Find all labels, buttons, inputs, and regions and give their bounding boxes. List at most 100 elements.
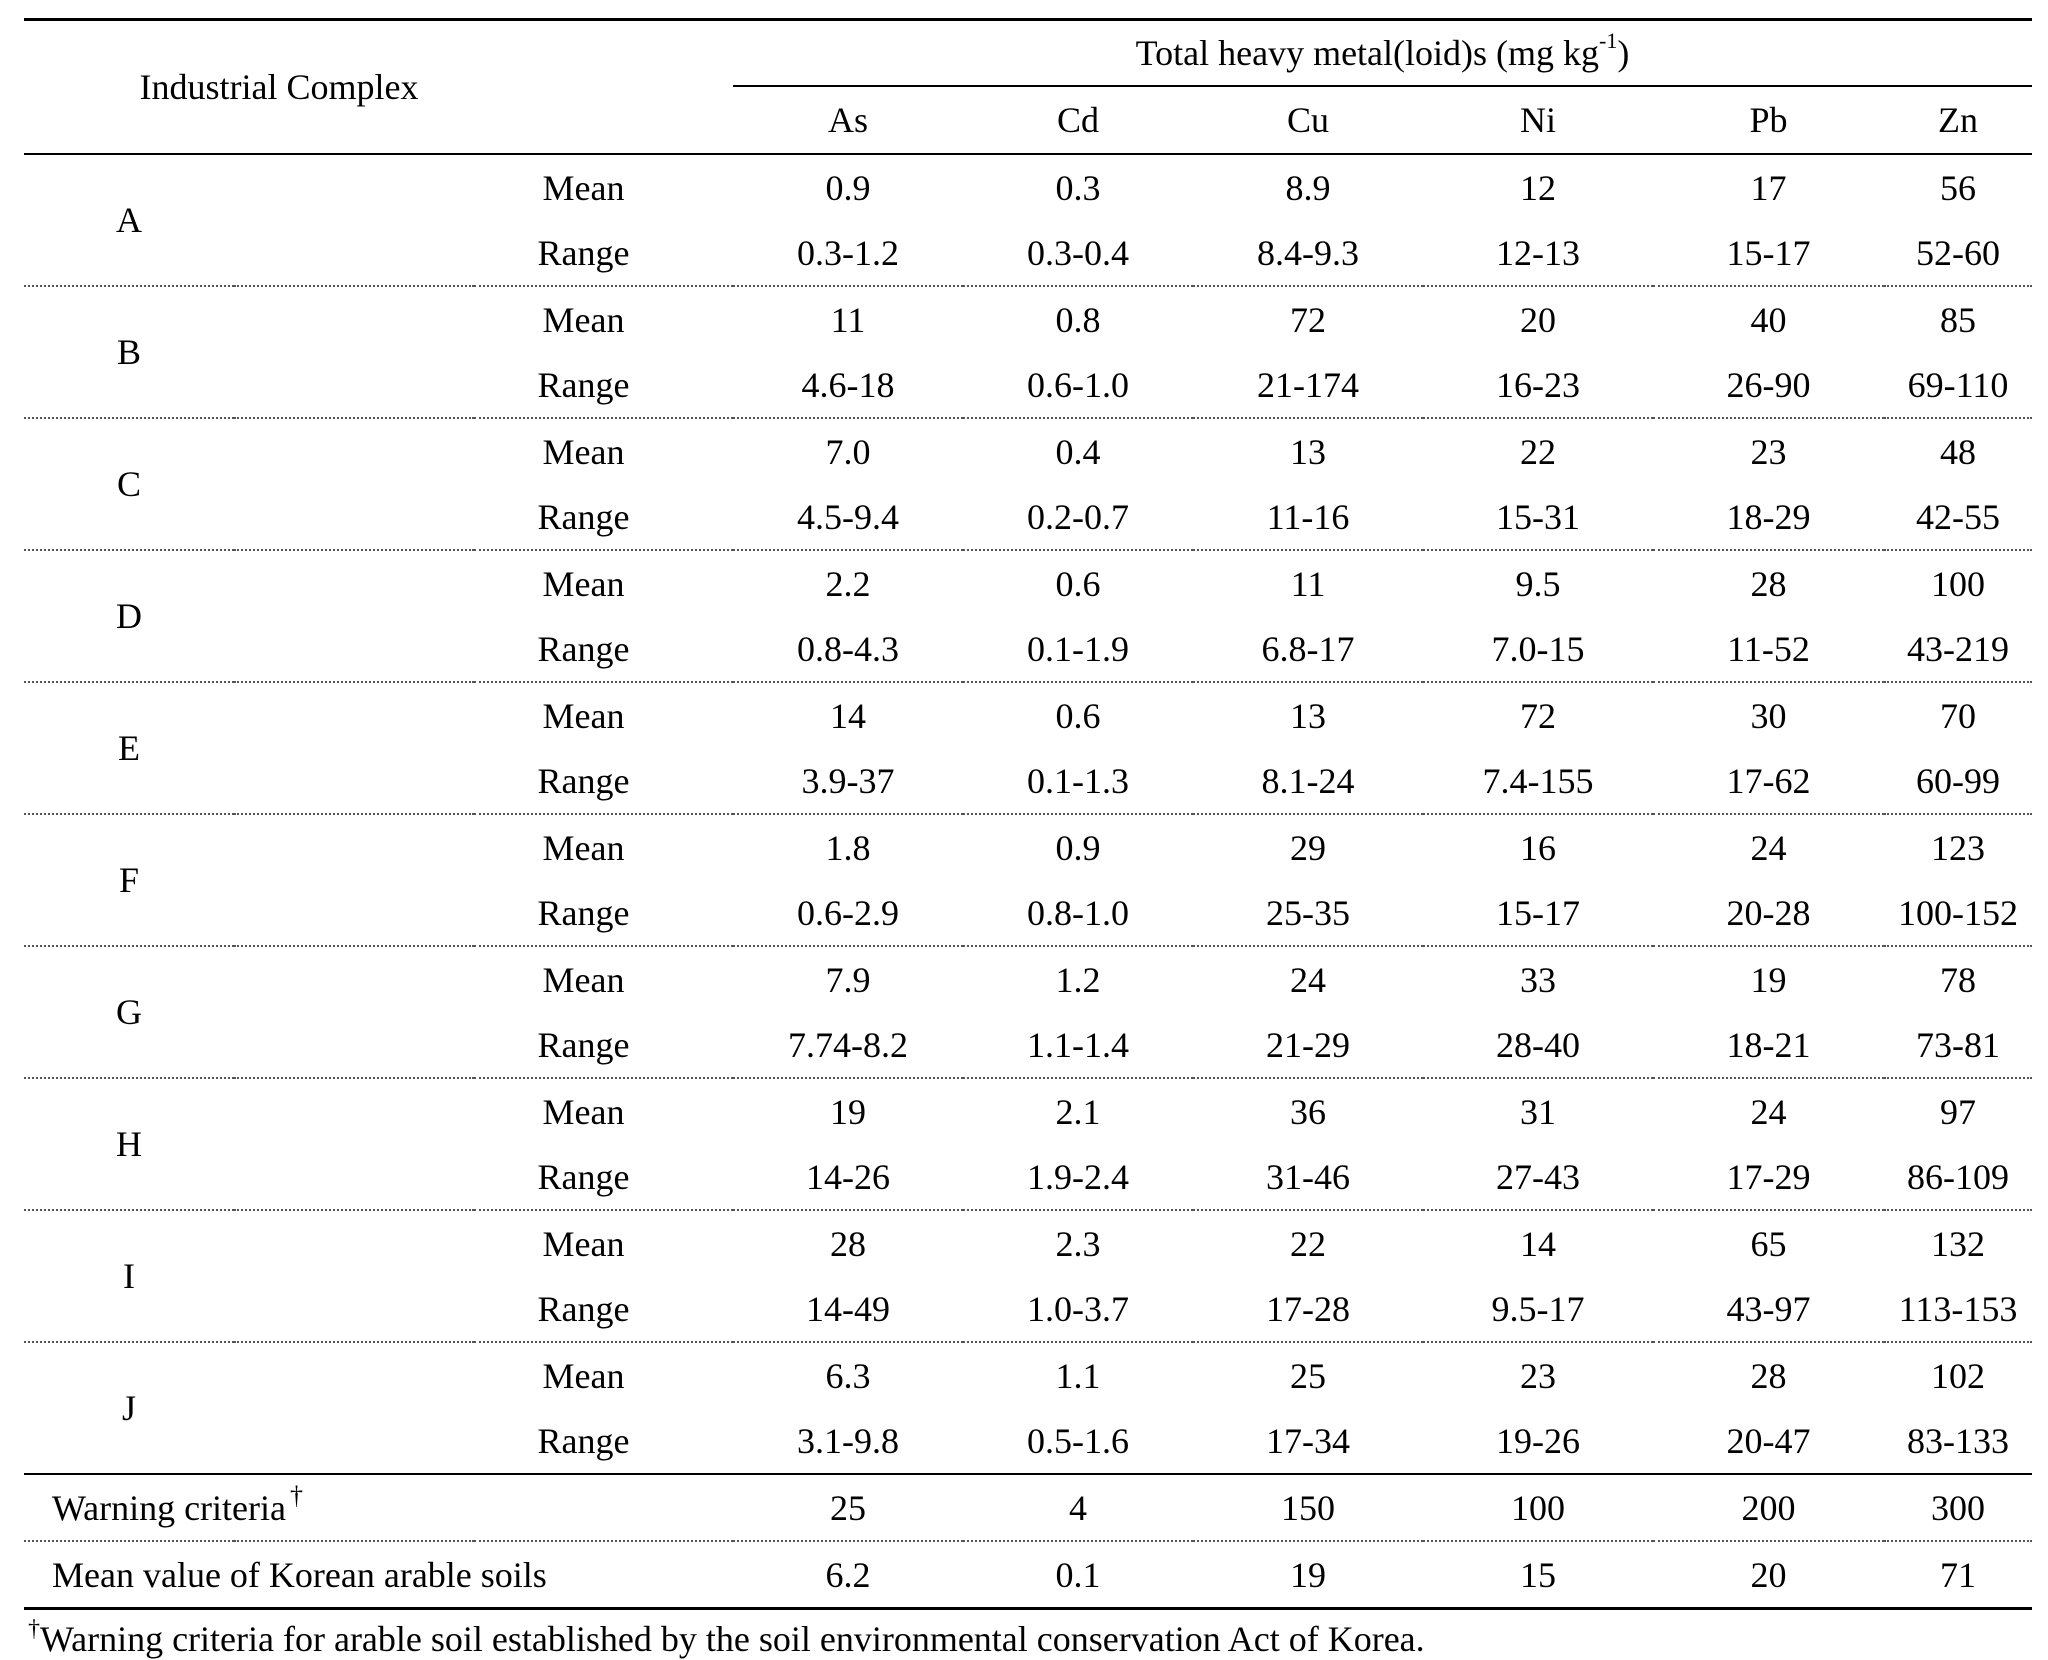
mean-label: Mean	[234, 285, 733, 352]
range-label: Range	[537, 1420, 630, 1461]
mean-b-zn: 85	[1884, 285, 2032, 352]
range-j-ni: 19-26	[1496, 1420, 1580, 1461]
site-label-j: J	[24, 1341, 234, 1474]
mean-f-zn: 123	[1884, 813, 2032, 880]
mean-j-cu: 25	[1193, 1341, 1423, 1408]
range-row-g: Range 7.74-8.2 1.1-1.4 21-29 28-40 18-21 73-81	[24, 1012, 2032, 1078]
mean-d-cd: 0.6	[963, 549, 1193, 616]
range-e-cd: 0.1-1.3	[1027, 760, 1129, 801]
range-g-cd: 1.1-1.4	[1027, 1024, 1129, 1065]
table-footnote: †Warning criteria for arable soil establ…	[24, 1616, 2032, 1660]
korean-mean-zn: 71	[1884, 1540, 2032, 1610]
range-row-e: Range 3.9-37 0.1-1.3 8.1-24 7.4-155 17-62 60-9…	[24, 748, 2032, 814]
mean-h-as: 19	[733, 1077, 963, 1144]
footnote-dagger: †	[28, 1616, 40, 1642]
range-b-cd: 0.6-1.0	[1027, 364, 1129, 405]
range-h-cd: 1.9-2.4	[1027, 1156, 1129, 1197]
warning-pb: 200	[1653, 1473, 1884, 1541]
range-j-as: 3.1-9.8	[797, 1420, 899, 1461]
mean-j-pb: 28	[1653, 1341, 1884, 1408]
range-a-zn: 52-60	[1916, 232, 2000, 273]
range-b-as: 4.6-18	[801, 364, 895, 405]
range-label: Range	[537, 1156, 630, 1197]
korean-mean-cu: 19	[1193, 1540, 1423, 1610]
mean-label: Mean	[234, 1209, 733, 1276]
heavy-metal-table-container: Industrial Complex Total heavy metal(loi…	[24, 18, 2032, 1660]
range-row-j: Range 3.1-9.8 0.5-1.6 17-34 19-26 20-47 83-133	[24, 1408, 2032, 1474]
range-a-as: 0.3-1.2	[797, 232, 899, 273]
range-h-ni: 27-43	[1496, 1156, 1580, 1197]
range-b-pb: 26-90	[1726, 364, 1811, 405]
range-c-zn: 42-55	[1916, 496, 2000, 537]
mean-g-ni: 33	[1423, 945, 1653, 1012]
mean-g-zn: 78	[1884, 945, 2032, 1012]
range-f-cu: 25-35	[1266, 892, 1350, 933]
footnote-text: Warning criteria for arable soil establi…	[40, 1619, 1425, 1659]
mean-label: Mean	[234, 945, 733, 1012]
site-label-c: C	[24, 417, 234, 550]
industrial-complex-label: Industrial Complex	[139, 67, 419, 107]
mean-row-e: E Mean 14 0.6 13 72 30 70	[24, 681, 2032, 814]
metal-header-as: As	[733, 86, 963, 155]
table-footer-rows: Warning criteria † 25 4 150 100 200 300 M…	[24, 1473, 2032, 1610]
mean-label: Mean	[542, 167, 625, 208]
mean-g-cd: 1.2	[963, 945, 1193, 1012]
site-label-a: A	[116, 200, 142, 240]
range-d-cu: 6.8-17	[1261, 628, 1355, 669]
mean-j-zn: 102	[1884, 1341, 2032, 1408]
range-label: Range	[537, 628, 630, 669]
metal-header-ni: Ni	[1423, 86, 1653, 155]
mean-c-ni: 22	[1423, 417, 1653, 484]
range-row-c: Range 4.5-9.4 0.2-0.7 11-16 15-31 18-29 42-55	[24, 484, 2032, 550]
range-e-as: 3.9-37	[801, 760, 895, 801]
mean-i-pb: 65	[1653, 1209, 1884, 1276]
site-label-i: I	[24, 1209, 234, 1342]
range-b-cu: 21-174	[1257, 364, 1359, 405]
range-a-cd: 0.3-0.4	[1027, 232, 1129, 273]
heavy-metal-table: Industrial Complex Total heavy metal(loi…	[24, 18, 2032, 1610]
mean-d-cu: 11	[1193, 549, 1423, 616]
warning-cu: 150	[1193, 1473, 1423, 1541]
mean-f-as: 1.8	[733, 813, 963, 880]
mean-f-cu: 29	[1193, 813, 1423, 880]
mean-c-pb: 23	[1653, 417, 1884, 484]
range-i-as: 14-49	[806, 1288, 890, 1329]
range-h-pb: 17-29	[1726, 1156, 1811, 1197]
mean-row-b: B Mean 11 0.8 72 20 40 85	[24, 285, 2032, 418]
range-i-zn: 113-153	[1898, 1288, 2018, 1329]
range-row-f: Range 0.6-2.9 0.8-1.0 25-35 15-17 20-28 100-15…	[24, 880, 2032, 946]
range-d-zn: 43-219	[1907, 628, 2009, 669]
mean-f-cd: 0.9	[963, 813, 1193, 880]
site-label-b: B	[24, 285, 234, 418]
warning-criteria-label: Warning criteria †	[24, 1473, 474, 1541]
range-a-cu: 8.4-9.3	[1257, 232, 1359, 273]
mean-h-cu: 36	[1193, 1077, 1423, 1144]
mean-label: Mean	[234, 417, 733, 484]
mean-h-pb: 24	[1653, 1077, 1884, 1144]
range-d-as: 0.8-4.3	[797, 628, 899, 669]
mean-e-cu: 13	[1193, 681, 1423, 748]
mean-label: Mean	[234, 1341, 733, 1408]
mean-i-zn: 132	[1884, 1209, 2032, 1276]
mean-e-as: 14	[733, 681, 963, 748]
mean-row-i: I Mean 28 2.3 22 14 65 132	[24, 1209, 2032, 1342]
metal-header-row: As Cd Cu Ni Pb Zn	[24, 86, 2032, 155]
range-f-zn: 100-152	[1898, 892, 2018, 933]
range-a-ni: 12-13	[1496, 232, 1580, 273]
range-g-cu: 21-29	[1266, 1024, 1350, 1065]
site-label-d: D	[24, 549, 234, 682]
range-j-pb: 20-47	[1726, 1420, 1811, 1461]
metals-group-header: Total heavy metal(loid)s (mg kg-1)	[733, 18, 2032, 87]
korean-mean-as: 6.2	[733, 1540, 963, 1610]
range-row-i: Range 14-49 1.0-3.7 17-28 9.5-17 43-97 113-153	[24, 1276, 2032, 1342]
range-g-pb: 18-21	[1726, 1024, 1811, 1065]
warning-ni: 100	[1423, 1473, 1653, 1541]
range-c-ni: 15-31	[1496, 496, 1580, 537]
mean-c-zn: 48	[1884, 417, 2032, 484]
site-label-g: G	[24, 945, 234, 1078]
mean-label: Mean	[234, 813, 733, 880]
metal-header-pb: Pb	[1653, 86, 1884, 155]
mean-c-as: 7.0	[733, 417, 963, 484]
range-h-cu: 31-46	[1266, 1156, 1350, 1197]
range-label: Range	[537, 1288, 630, 1329]
